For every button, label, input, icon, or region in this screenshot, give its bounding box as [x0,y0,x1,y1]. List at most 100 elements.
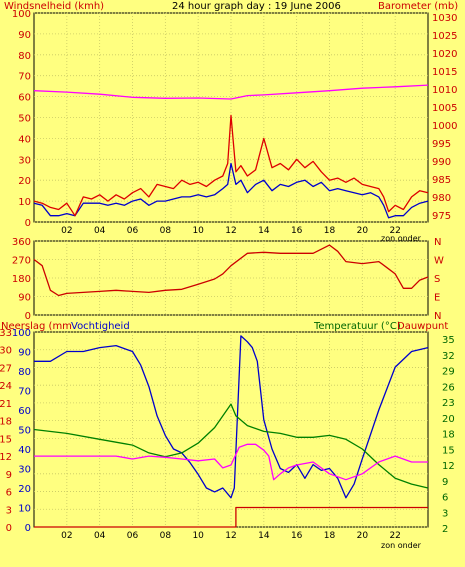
rain-tick-label: 27 [0,363,12,374]
compass-label: W [434,256,444,267]
wind-axis-tick-label: 90 [18,30,31,41]
panel-3-x-tick-label: 06 [127,531,139,541]
direction-tick-label: 360 [12,237,31,248]
barometer-tick-label: 985 [432,175,451,186]
wind-speed-line [33,162,429,219]
rain-tick-label: 15 [0,434,12,445]
temperature-axis-label: Temperatuur (°C) [313,321,401,332]
panel-3-x-tick-label: 04 [94,531,106,541]
humidity-tick-label: 0 [25,523,31,534]
panel-3-x-tick-label: 14 [258,531,270,541]
panel-3-x-tick-label: 22 [389,531,400,541]
dewpoint-line [34,443,428,481]
temperature-tick-label: 32 [442,351,455,362]
wind-axis-tick-label: 10 [18,197,31,208]
rain-tick-label: 21 [0,399,12,410]
humidity-tick-label: 80 [18,367,31,378]
panel-1-x-tick-label: 02 [61,226,72,236]
rain-axis-label: Neerslag (mm [1,321,72,332]
temperature-tick-label: 26 [442,382,455,393]
chart-frame: 24 hour graph day : 19 June 2006 Windsne… [1,1,458,550]
rain-tick-label: 6 [6,488,12,499]
chart-title: 24 hour graph day : 19 June 2006 [172,1,341,12]
wind-axis-tick-label: 80 [18,51,31,62]
panel1-xlabel: zon onder [381,234,422,243]
panel-1-x-tick-label: 22 [389,226,400,236]
barometer-tick-label: 1015 [432,67,457,78]
humidity-axis-label: Vochtigheid [71,321,130,332]
barometer-tick-label: 1030 [432,13,457,24]
rain-tick-label: 33 [0,328,12,339]
temperature-tick-label: 9 [442,477,448,488]
panel-1-x-tick-label: 16 [291,226,303,236]
temperature-tick-label: 35 [442,335,455,346]
rain-tick-label: 24 [0,381,12,392]
panel-3-x-tick-label: 16 [291,531,303,541]
wind-axis-tick-label: 30 [18,155,31,166]
humidity-tick-label: 70 [18,387,31,398]
wind-axis-tick-label: 70 [18,72,31,83]
panel-1-x-tick-label: 08 [160,226,172,236]
humidity-tick-label: 90 [18,348,31,359]
dewpoint-axis-label: Dauwpunt [397,321,448,332]
rain-line [34,506,428,528]
temperature-tick-label: 15 [442,445,455,456]
rain-tick-label: 3 [6,505,12,516]
panel-1-x-tick-label: 04 [94,226,106,236]
barometer-line [33,84,429,100]
panel-3-x-tick-label: 02 [61,531,72,541]
barometer-tick-label: 1005 [432,103,457,114]
wind-gust-line [33,114,429,217]
humidity-tick-label: 30 [18,465,31,476]
wind-axis-tick-label: 100 [12,9,31,20]
humidity-tick-label: 60 [18,406,31,417]
temperature-tick-label: 2 [442,524,448,535]
humidity-tick-label: 100 [12,328,31,339]
panel-1-x-tick-label: 10 [192,226,204,236]
temperature-tick-label: 29 [442,367,455,378]
humidity-tick-label: 10 [18,504,31,515]
rain-tick-label: 18 [0,417,12,428]
panel-1-x-tick-label: 18 [324,226,336,236]
wind-axis-label: Windsnelheid (kmh) [4,1,104,12]
direction-tick-label: 270 [12,256,31,267]
compass-label: N [434,237,441,248]
barometer-axis-label: Barometer (mb) [378,1,458,12]
rain-tick-label: 12 [0,452,12,463]
panel-1-x-tick-label: 06 [127,226,139,236]
wind-axis-tick-label: 60 [18,93,31,104]
humidity-tick-label: 50 [18,426,31,437]
temperature-tick-label: 3 [442,508,448,519]
wind-axis-tick-label: 50 [18,114,31,125]
barometer-tick-label: 975 [432,211,451,222]
panel-3-x-tick-label: 08 [160,531,172,541]
panel-3-x-tick-label: 12 [225,531,236,541]
humidity-tick-label: 20 [18,484,31,495]
barometer-tick-label: 1000 [432,121,457,132]
compass-label: S [434,274,440,285]
barometer-tick-label: 1020 [432,49,457,60]
direction-tick-label: 180 [12,274,31,285]
temperature-line [33,403,429,489]
panel-3-x-tick-label: 10 [192,531,204,541]
direction-tick-label: 90 [18,293,31,304]
temperature-tick-label: 12 [442,461,455,472]
rain-tick-label: 30 [0,346,12,357]
wind-axis-tick-label: 0 [25,218,31,229]
panel3-xlabel: zon onder [381,541,422,550]
panel-1-x-tick-label: 12 [225,226,236,236]
barometer-tick-label: 990 [432,157,451,168]
barometer-tick-label: 1025 [432,31,457,42]
rain-tick-label: 9 [6,470,12,481]
panel-1-x-tick-label: 14 [258,226,270,236]
humidity-line [34,335,429,499]
temperature-tick-label: 20 [442,414,455,425]
direction-tick-label: 0 [25,311,31,322]
temperature-tick-label: 18 [442,430,455,441]
wind-axis-tick-label: 40 [18,134,31,145]
temperature-tick-label: 6 [442,493,448,504]
wind-direction-line [33,244,429,297]
panel-3-x-tick-label: 20 [357,531,369,541]
humidity-tick-label: 40 [18,445,31,456]
